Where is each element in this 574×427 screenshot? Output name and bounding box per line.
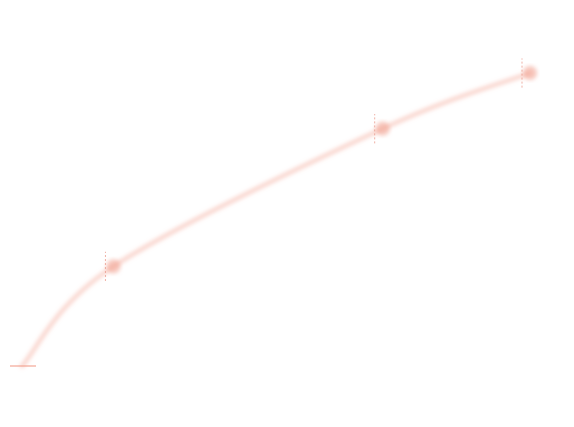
- point-marker: [375, 121, 390, 136]
- series-line: [20, 71, 532, 368]
- point-marker: [106, 259, 121, 274]
- point-marker: [523, 66, 537, 80]
